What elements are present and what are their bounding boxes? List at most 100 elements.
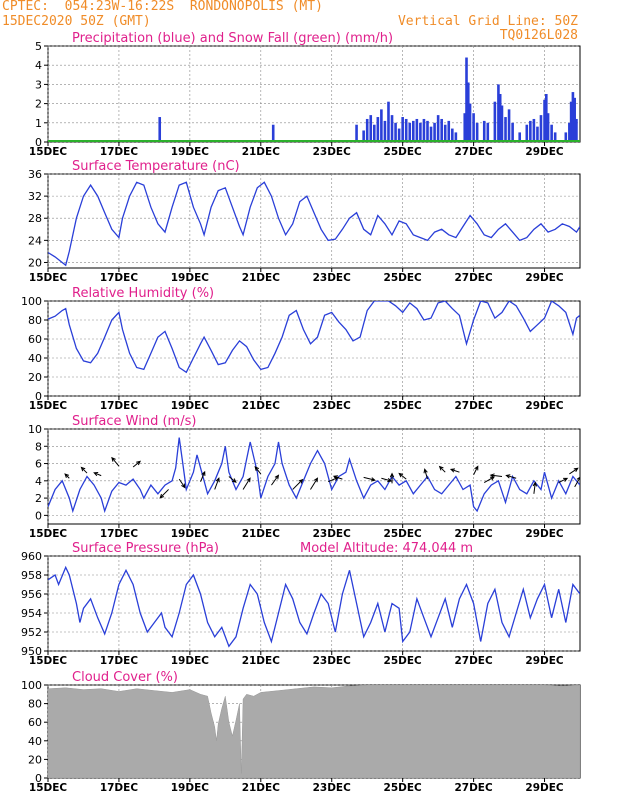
wind-vector-arrow [254,466,262,475]
precip-bar [575,118,578,142]
forecast-start-date: 15DEC2020 50Z (GMT) [2,14,151,29]
panel-data [48,685,580,778]
wind-vector-arrow [389,472,395,484]
x-tick-label: 19DEC [171,146,210,158]
precip-bar [394,122,397,142]
precip-bar [545,94,548,142]
precip-bar [412,120,415,142]
precip-bar [539,115,543,142]
y-tick-label: 32 [28,190,42,203]
x-tick-label: 17DEC [100,272,139,284]
x-tick-label: 15DEC [29,528,68,540]
x-tick-label: 21DEC [242,782,281,794]
precip-bar [422,118,426,142]
x-tick-label: 15DEC [29,782,68,794]
y-tick-label: 0 [35,136,42,149]
wind-vector-arrow [438,465,446,473]
wind-vector-arrow [178,478,186,489]
x-tick-label: 15DEC [29,400,68,412]
wind-vector-arrow [200,470,206,482]
x-tick-label: 25DEC [384,146,423,158]
panel-title: Surface Temperature (nC) [72,159,240,174]
precip-bar [390,115,394,142]
panel-title: Surface Wind (m/s) [72,414,196,429]
x-tick-label: 17DEC [100,400,139,412]
x-tick-label: 23DEC [313,655,352,667]
precip-bar [500,105,504,142]
precip-bar [369,115,373,142]
y-tick-label: 36 [28,168,42,181]
panel-3: 0 2 4 6 8 10 15DEC 17DEC 19DEC 21DEC 23DEC 25DEC 27D… [28,414,581,540]
x-tick-label: 23DEC [313,528,352,540]
panel-data [48,437,580,514]
precip-bar [436,115,440,142]
y-tick-label: 954 [21,607,42,620]
wind-vector-arrow [363,476,376,482]
x-tick-label: 25DEC [384,655,423,667]
y-tick-label: 960 [21,550,42,563]
y-tick-label: 0 [35,390,42,403]
y-tick-label: 956 [21,588,42,601]
y-tick-label: 0 [35,772,42,785]
y-tick-label: 20 [28,753,42,766]
precip-bar [553,132,557,142]
wind-vector-arrow [80,466,88,474]
precip-bar [504,117,507,142]
y-tick-label: 80 [28,698,42,711]
precip-bar [401,117,404,142]
x-tick-label: 25DEC [384,272,423,284]
wind-vector-arrow [159,489,169,499]
precip-bar [404,118,408,142]
y-tick-label: 952 [21,626,42,639]
precip-bar [440,118,443,142]
wind-vector-arrow [574,476,580,488]
precip-bar [443,124,447,142]
x-tick-label: 27DEC [454,146,493,158]
precip-bar [472,113,475,142]
precip-bar [158,117,162,142]
precip-bar [426,120,429,142]
wind-vector-arrow [449,468,460,473]
precip-bar [573,97,576,142]
precip-bar [482,120,486,142]
panel-0: 0 1 2 3 4 5 15DEC 17DEC 19DEC 21DEC 23DEC 25DEC 27DE… [29,31,581,158]
precip-bar [383,120,387,142]
precip-bar [497,84,500,142]
panel-data [48,181,580,267]
y-tick-label: 60 [28,333,42,346]
wind-vector-arrow [111,456,120,467]
x-tick-label: 19DEC [171,528,210,540]
y-tick-label: 2 [35,492,42,505]
x-tick-label: 19DEC [171,655,210,667]
chart-header: CPTEC: 054:23W-16:22S RONDONOPOLIS (MT) … [0,0,618,46]
wind-vector-arrow [532,481,538,494]
precip-bar [498,94,502,142]
x-tick-label: 19DEC [171,782,210,794]
x-tick-label: 19DEC [171,272,210,284]
grid-note: Vertical Grid Line: 50Z [397,14,578,29]
precip-bar [564,132,568,142]
wind-vector-arrow [64,473,70,479]
y-tick-label: 80 [28,314,42,327]
wind-vector-arrow [473,465,479,475]
panel-4: 950 952 954 956 958 960 15DEC 17DEC 19DEC 21DEC 23… [21,541,581,667]
precip-bar [475,122,479,142]
precip-bar [571,92,575,142]
x-tick-label: 29DEC [525,400,564,412]
y-tick-label: 1 [35,117,42,130]
precip-bar [447,120,451,142]
y-tick-label: 28 [28,212,42,225]
wind-vector-arrow [132,460,142,468]
x-tick-label: 29DEC [525,782,564,794]
panel-2: 0 20 40 60 80 100 15DEC 17DEC 19DEC 21DEC 23DEC 25D… [21,286,581,412]
y-tick-label: 0 [35,509,42,522]
x-tick-label: 23DEC [313,272,352,284]
wind-vector-arrow [242,477,251,490]
x-tick-label: 17DEC [100,782,139,794]
precip-bar [543,99,546,142]
panel-data [48,301,580,374]
precip-bar [532,118,536,142]
station-header: CPTEC: 054:23W-16:22S RONDONOPOLIS (MT) [2,0,323,14]
panel-title: Surface Pressure (hPa) [72,541,219,556]
